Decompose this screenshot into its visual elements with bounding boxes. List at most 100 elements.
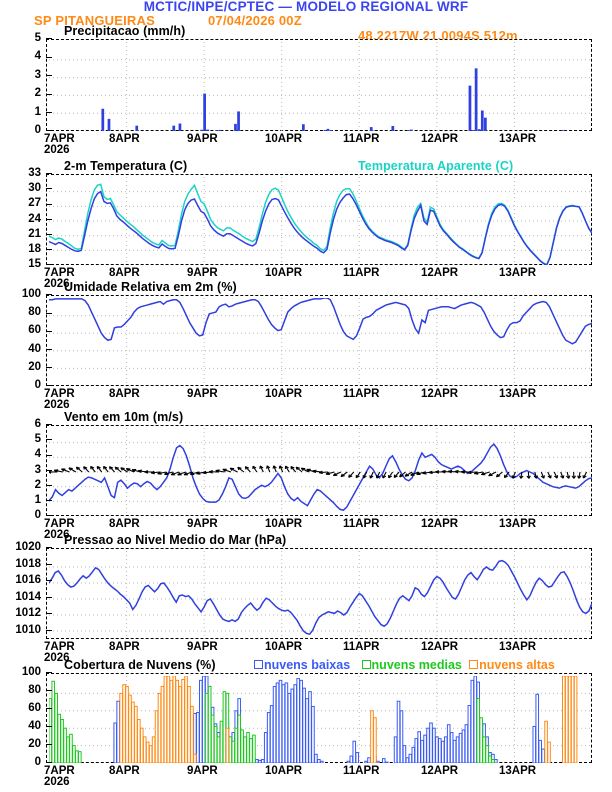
y-tick-precip-2 bbox=[46, 93, 52, 95]
bar-precip bbox=[483, 117, 487, 131]
bar-clouds bbox=[375, 760, 380, 763]
x-tick-label-precip-6: 13APR bbox=[499, 133, 537, 145]
bar-clouds bbox=[313, 753, 318, 763]
bar-clouds bbox=[163, 675, 167, 763]
bar-clouds bbox=[254, 758, 259, 763]
bar-precip bbox=[409, 129, 413, 131]
bar-clouds bbox=[531, 725, 536, 763]
bar-clouds bbox=[561, 675, 566, 763]
y-tick-temp-6 bbox=[46, 173, 52, 175]
x-tick-label-temp-4: 11APR bbox=[343, 267, 380, 279]
station-name: SP PITANGUEIRAS bbox=[34, 13, 155, 28]
bar-clouds bbox=[346, 760, 350, 763]
x-tick-label-rh-1: 8APR bbox=[109, 388, 140, 400]
x-tick-label-precip-1: 8APR bbox=[109, 133, 140, 145]
bar-clouds bbox=[183, 675, 188, 763]
bar-clouds bbox=[366, 756, 371, 763]
y-tick-wind-0 bbox=[46, 515, 52, 517]
bar-precip bbox=[369, 126, 373, 131]
bar-clouds bbox=[431, 727, 436, 763]
y-tick-label-pressure-5: 1020 bbox=[15, 541, 41, 553]
bar-clouds bbox=[65, 735, 70, 763]
bar-clouds bbox=[204, 692, 209, 763]
bar-clouds bbox=[177, 685, 182, 763]
bar-clouds bbox=[260, 758, 265, 763]
bar-clouds bbox=[570, 675, 574, 763]
bar-precip bbox=[205, 129, 209, 131]
x-tick-label-clouds-6: 13APR bbox=[499, 765, 537, 777]
x-tick-label-precip-0: 7APR bbox=[44, 133, 75, 145]
y-tick-label-wind-2: 2 bbox=[34, 478, 41, 491]
x-tick-label-pressure-2: 9APR bbox=[187, 641, 218, 653]
bar-clouds bbox=[467, 704, 471, 763]
plot-area-precip bbox=[46, 39, 592, 131]
plot-area-rh bbox=[46, 295, 592, 386]
run-date: 07/04/2026 00Z bbox=[208, 13, 302, 28]
x-tick-label-pressure-5: 12APR bbox=[421, 641, 459, 653]
bar-precip bbox=[301, 123, 305, 131]
bar-clouds bbox=[68, 733, 73, 763]
bar-clouds bbox=[437, 737, 442, 763]
y-tick-wind-3 bbox=[46, 469, 52, 471]
bar-clouds bbox=[481, 735, 486, 763]
panel-title-clouds: Cobertura de Nuvens (%) bbox=[64, 658, 216, 672]
y-tick-wind-2 bbox=[46, 484, 52, 486]
bar-clouds bbox=[399, 709, 403, 763]
series-line-temp bbox=[48, 182, 592, 265]
series-line-pressure bbox=[48, 559, 592, 635]
bar-clouds bbox=[449, 731, 453, 763]
y-tick-temp-5 bbox=[46, 188, 52, 190]
x-tick-label-wind-5: 12APR bbox=[421, 518, 459, 530]
bar-clouds bbox=[307, 690, 312, 763]
panel-title-precip: Precipitacao (mm/h) bbox=[64, 24, 186, 38]
x-tick-label-clouds-1: 8APR bbox=[109, 765, 140, 777]
bar-clouds bbox=[487, 755, 492, 763]
bar-clouds bbox=[470, 679, 474, 763]
x-tick-label-precip-3: 10APR bbox=[265, 133, 303, 145]
bar-clouds bbox=[130, 701, 135, 763]
y-tick-label-clouds-3: 60 bbox=[28, 702, 41, 714]
y-tick-pressure-0 bbox=[46, 630, 52, 632]
y-tick-label-temp-2: 21 bbox=[28, 227, 41, 240]
bar-clouds bbox=[292, 683, 297, 763]
bar-clouds bbox=[207, 685, 211, 763]
bar-clouds bbox=[464, 723, 468, 763]
bar-precip bbox=[178, 123, 181, 131]
bar-clouds bbox=[484, 744, 489, 763]
y-tick-label-precip-2: 2 bbox=[34, 87, 41, 100]
bar-precip bbox=[218, 129, 221, 131]
y-tick-pressure-1 bbox=[46, 613, 52, 615]
bar-clouds bbox=[269, 704, 273, 763]
y-tick-temp-4 bbox=[46, 203, 52, 205]
x-tick-label-rh-2: 9APR bbox=[187, 388, 218, 400]
y-tick-label-clouds-5: 100 bbox=[21, 666, 41, 678]
y-tick-clouds-3 bbox=[46, 708, 52, 710]
x-axis-year-pressure: 2026 bbox=[44, 652, 70, 664]
bar-clouds bbox=[349, 755, 353, 763]
y-tick-clouds-2 bbox=[46, 726, 52, 728]
bar-clouds bbox=[53, 692, 58, 763]
bar-clouds bbox=[168, 679, 173, 763]
y-tick-label-wind-6: 6 bbox=[34, 418, 41, 430]
x-tick-label-precip-4: 11APR bbox=[343, 133, 380, 145]
panel-title-pressure: Pressao ao Nivel Medio do Mar (hPa) bbox=[64, 533, 287, 547]
x-axis-year-rh: 2026 bbox=[44, 399, 70, 411]
bar-clouds bbox=[396, 700, 400, 763]
bar-clouds bbox=[201, 675, 206, 763]
bar-clouds bbox=[71, 744, 76, 763]
bar-clouds bbox=[186, 685, 191, 763]
bar-clouds bbox=[219, 720, 223, 763]
bar-clouds bbox=[564, 675, 569, 763]
bar-clouds bbox=[428, 721, 433, 763]
x-tick-label-precip-2: 9APR bbox=[187, 133, 218, 145]
bar-clouds bbox=[166, 675, 170, 763]
bar-precip bbox=[199, 129, 203, 131]
bar-clouds bbox=[543, 720, 548, 763]
y-tick-pressure-5 bbox=[46, 547, 52, 549]
bar-clouds bbox=[171, 675, 176, 763]
legend-label-0: nuvens baixas bbox=[264, 658, 351, 672]
x-tick-label-pressure-1: 8APR bbox=[109, 641, 140, 653]
bar-clouds bbox=[434, 735, 439, 763]
y-tick-label-rh-0: 0 bbox=[34, 379, 41, 391]
bar-clouds bbox=[136, 718, 141, 763]
